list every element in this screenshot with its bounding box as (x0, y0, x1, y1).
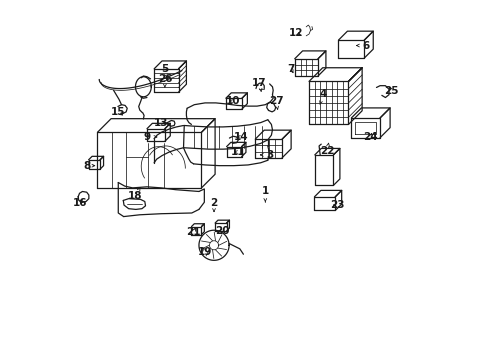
Text: 15: 15 (111, 107, 125, 117)
Text: 20: 20 (215, 226, 229, 236)
Text: 6: 6 (356, 41, 369, 50)
Text: 8: 8 (83, 161, 95, 171)
Text: 12: 12 (289, 28, 303, 38)
Text: 13: 13 (154, 118, 168, 128)
Text: 5: 5 (161, 64, 168, 77)
Text: 21: 21 (186, 227, 201, 237)
Text: 23: 23 (329, 200, 344, 210)
Text: 11: 11 (230, 147, 245, 157)
Text: 22: 22 (319, 143, 333, 156)
Text: 9: 9 (143, 132, 157, 142)
Text: 19: 19 (198, 247, 212, 257)
Text: 14: 14 (233, 132, 248, 142)
Text: 17: 17 (252, 78, 266, 91)
Text: 24: 24 (363, 132, 377, 142)
Text: 27: 27 (268, 96, 283, 109)
Text: 16: 16 (73, 198, 87, 208)
Text: 2: 2 (210, 198, 217, 211)
Text: 3: 3 (260, 150, 273, 160)
Text: 4: 4 (319, 89, 326, 104)
Text: 26: 26 (157, 74, 172, 87)
Text: 18: 18 (128, 188, 142, 201)
Text: 10: 10 (225, 96, 240, 106)
Text: 1: 1 (261, 186, 268, 202)
Text: 25: 25 (384, 86, 398, 96)
Text: 7: 7 (287, 64, 294, 74)
